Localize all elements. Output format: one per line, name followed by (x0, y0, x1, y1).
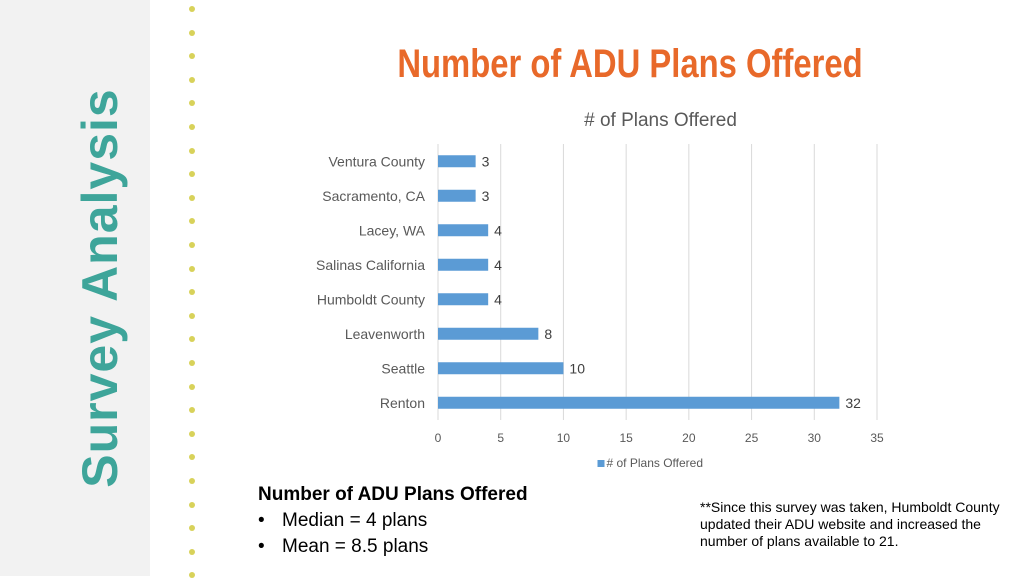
category-label: Lacey, WA (359, 222, 426, 238)
legend-swatch (597, 460, 605, 467)
divider-dot (189, 360, 195, 366)
divider-dot (189, 124, 195, 130)
divider-dot (189, 100, 195, 107)
divider-dot (189, 218, 195, 225)
dotted-divider (189, 6, 197, 578)
summary-block: Number of ADU Plans Offered Median = 4 p… (258, 482, 528, 560)
divider-dot (189, 548, 195, 555)
bar (438, 258, 489, 271)
legend-label: # of Plans Offered (607, 456, 704, 470)
divider-dot (189, 383, 195, 390)
bar (438, 155, 476, 168)
category-label: Salinas California (316, 257, 425, 273)
bar (438, 396, 840, 409)
divider-dot (189, 194, 195, 201)
slide-title: Number of ADU Plans Offered (397, 42, 863, 86)
chart-title: # of Plans Offered (584, 110, 737, 131)
footnote: **Since this survey was taken, Humboldt … (700, 499, 1000, 549)
divider-dot (189, 6, 195, 12)
bar (438, 189, 476, 202)
divider-dot (189, 430, 195, 437)
data-label: 4 (494, 291, 502, 307)
x-tick-label: 10 (557, 431, 571, 445)
divider-dot (189, 242, 195, 248)
category-label: Leavenworth (345, 326, 425, 342)
bar (438, 293, 489, 306)
x-tick-label: 0 (435, 431, 442, 445)
divider-dot (189, 53, 195, 60)
bar (438, 327, 539, 340)
divider-dot (189, 501, 195, 508)
data-label: 3 (482, 188, 490, 204)
side-title: Survey Analysis (72, 88, 128, 488)
category-label: Renton (380, 395, 425, 411)
data-label: 10 (569, 360, 585, 376)
category-label: Sacramento, CA (322, 188, 425, 204)
x-tick-label: 35 (870, 431, 884, 445)
x-tick-label: 30 (808, 431, 822, 445)
divider-dot (189, 525, 195, 532)
summary-heading: Number of ADU Plans Offered (258, 484, 528, 505)
bar (438, 224, 489, 237)
x-tick-label: 5 (497, 431, 504, 445)
data-label: 32 (845, 395, 861, 411)
data-label: 4 (494, 222, 502, 238)
sidebar: Survey Analysis (0, 0, 150, 576)
divider-dot (189, 312, 195, 319)
category-label: Humboldt County (317, 291, 425, 307)
x-tick-label: 25 (745, 431, 759, 445)
summary-bullet-mean: Mean = 8.5 plans (258, 534, 528, 560)
divider-dot (189, 171, 195, 178)
divider-dot (189, 572, 195, 578)
x-tick-label: 15 (619, 431, 633, 445)
divider-dot (189, 76, 195, 83)
divider-dot (189, 478, 195, 484)
divider-dot (189, 289, 195, 296)
divider-dot (189, 407, 195, 414)
category-label: Ventura County (328, 153, 425, 169)
x-tick-label: 20 (682, 431, 696, 445)
divider-dot (189, 265, 195, 272)
category-label: Seattle (381, 360, 425, 376)
data-label: 3 (482, 153, 490, 169)
bar-chart: # of Plans Offered 0 5 10 15 20 25 30 35 Ventura … (316, 110, 884, 470)
data-label: 4 (494, 257, 502, 273)
bar (438, 362, 564, 375)
divider-dot (189, 336, 195, 343)
summary-bullet-median: Median = 4 plans (258, 508, 528, 534)
divider-dot (189, 147, 195, 154)
data-label: 8 (544, 326, 552, 342)
divider-dot (189, 29, 195, 36)
divider-dot (189, 454, 195, 461)
